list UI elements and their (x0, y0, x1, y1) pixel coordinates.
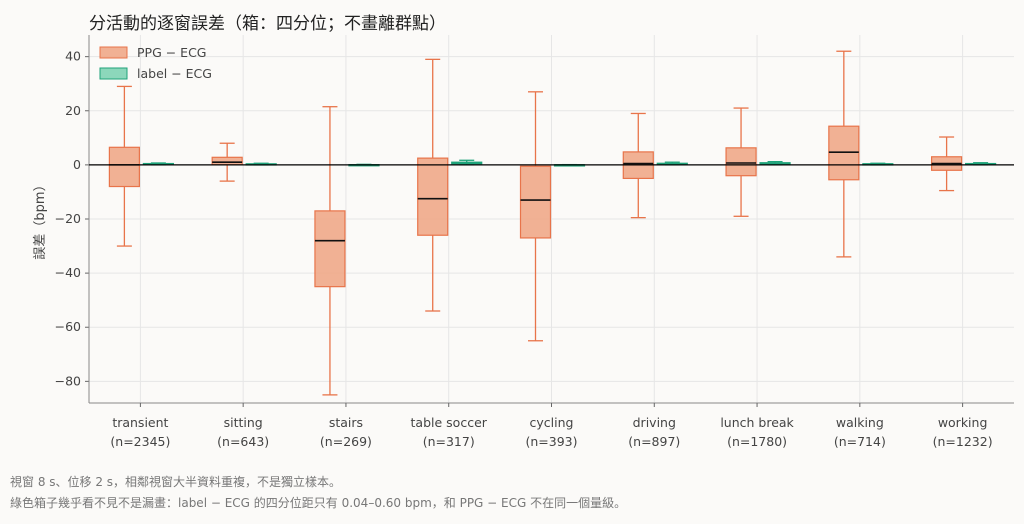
x-tick-count: (n=1232) (933, 434, 993, 449)
y-tick-label: 20 (65, 103, 81, 118)
y-tick-label: −80 (55, 373, 81, 388)
boxes (89, 50, 1014, 396)
y-tick-label: 0 (73, 157, 81, 172)
footnote-overlap: 視窗 8 s、位移 2 s，相鄰視窗大半資料重複，不是獨立樣本。 (10, 475, 342, 489)
legend-label: label − ECG (137, 66, 212, 81)
x-tick-count: (n=1780) (727, 434, 787, 449)
ppg-box-lunch-break (725, 107, 757, 217)
legend-item: label − ECG (99, 66, 212, 81)
ppg-box-table-soccer (417, 58, 449, 312)
axes: 40 20 0 −20 −40 −60 −80 誤差（bpm） transient (n=2345… (32, 35, 1014, 449)
ppg-box-cycling (519, 91, 552, 342)
x-tick-label: transient (112, 415, 168, 430)
x-tick-label: table soccer (411, 415, 488, 430)
box-iqr (314, 210, 346, 288)
ppg-box-driving (622, 112, 654, 219)
box-plot: 40 20 0 −20 −40 −60 −80 誤差（bpm） transient (n=2345… (32, 35, 1014, 449)
y-tick-label: −20 (55, 211, 81, 226)
x-tick-label: working (938, 415, 988, 430)
ppg-box-walking (828, 50, 860, 258)
legend: PPG − ECG label − ECG (99, 45, 212, 81)
x-tick-label: sitting (224, 415, 263, 430)
box-iqr (417, 157, 449, 236)
label-box-lunch-break (759, 160, 791, 166)
ppg-box-stairs (314, 106, 346, 396)
box-iqr (108, 146, 140, 188)
legend-item: PPG − ECG (99, 45, 207, 60)
x-tick-label: lunch break (720, 415, 794, 430)
x-tick-label: cycling (530, 415, 574, 430)
footnote-green-boxes: 綠色箱子幾乎看不見不是漏畫：label − ECG 的四分位距只有 0.04–0… (10, 496, 627, 510)
chart-title: 分活動的逐窗誤差（箱：四分位；不畫離群點） (89, 14, 446, 34)
x-tick-count: (n=897) (628, 434, 680, 449)
box-iqr (828, 125, 860, 181)
x-tick-count: (n=393) (525, 434, 577, 449)
x-tick-label: walking (836, 415, 884, 430)
x-tick-label: stairs (329, 415, 363, 430)
box-iqr (519, 165, 552, 239)
y-tick-label: −40 (55, 265, 81, 280)
box-iqr (725, 147, 757, 177)
x-tick-count: (n=643) (217, 434, 269, 449)
grid-lines (89, 35, 1014, 403)
legend-swatch (99, 46, 128, 59)
label-box-table-soccer (451, 159, 483, 166)
x-tick-count: (n=2345) (110, 434, 170, 449)
legend-label: PPG − ECG (137, 45, 207, 60)
x-tick-label: driving (633, 415, 676, 430)
x-tick-count: (n=317) (423, 434, 475, 449)
x-tick-count: (n=714) (834, 434, 886, 449)
y-tick-label: 40 (65, 49, 81, 64)
ppg-box-sitting (211, 142, 243, 182)
y-tick-label: −60 (55, 319, 81, 334)
ppg-box-working (931, 136, 963, 192)
x-tick-count: (n=269) (320, 434, 372, 449)
y-axis-label: 誤差（bpm） (32, 178, 48, 259)
box-iqr (211, 156, 243, 166)
legend-swatch (99, 67, 128, 80)
